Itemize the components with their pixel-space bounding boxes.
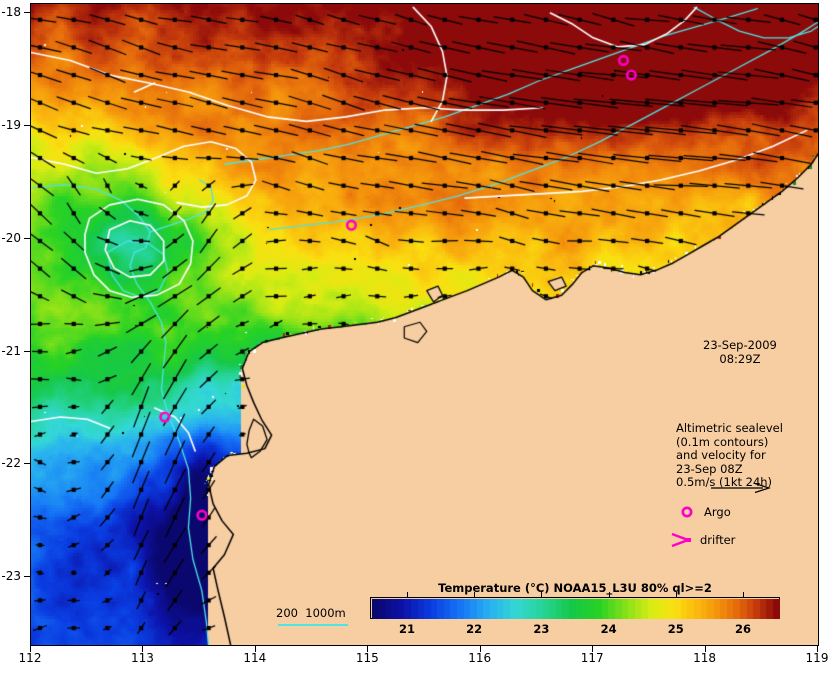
- drifter-chevron-icon: [671, 532, 692, 548]
- colorbar-tick-label-22: 22: [466, 622, 483, 636]
- y-tick-label--22: -22: [1, 456, 21, 471]
- colorbar-tick-label-21: 21: [398, 622, 415, 636]
- legend-line-4: 0.5m/s (1kt 24h): [676, 475, 773, 489]
- x-tick-label-118: 118: [693, 651, 717, 665]
- colorbar-gradient: [372, 599, 780, 619]
- x-tick-label-115: 115: [355, 651, 379, 665]
- x-tick: [30, 646, 31, 652]
- x-tick: [254, 646, 256, 652]
- drifter-legend-label: drifter: [700, 533, 736, 547]
- x-tick: [367, 646, 369, 652]
- bathymetry-legend-line: [278, 624, 348, 626]
- legend-line-2: and velocity for: [676, 448, 766, 462]
- y-tick-label--18: -18: [1, 5, 21, 20]
- x-tick: [592, 646, 594, 652]
- legend-line-1: (0.1m contours): [676, 434, 769, 449]
- colorbar-tick: [675, 592, 677, 597]
- colorbar-tick-label-26: 26: [735, 622, 752, 636]
- x-tick-label-119: 119: [805, 651, 829, 665]
- y-tick-label--21: -21: [1, 343, 21, 358]
- colorbar-tick: [608, 592, 610, 597]
- stamp-time: 08:29Z: [719, 352, 761, 366]
- y-tick: [24, 463, 30, 465]
- y-tick-label--19: -19: [1, 117, 21, 132]
- map-plot-area[interactable]: 23-Sep-2009 08:29Z Altimetric sealevel (0.…: [30, 3, 819, 646]
- x-tick-label-112: 112: [18, 651, 42, 665]
- x-tick-label-113: 113: [130, 651, 154, 665]
- x-tick: [704, 646, 706, 652]
- legend-line-3: 23-Sep 08Z: [676, 461, 743, 476]
- colorbar-tick: [474, 592, 476, 597]
- x-tick: [479, 646, 481, 652]
- velocity-vector-layer: [31, 4, 818, 645]
- colorbar-tick-label-24: 24: [600, 622, 617, 636]
- x-tick-label-116: 116: [468, 651, 492, 665]
- bathymetry-legend-label: 200 1000m: [276, 606, 346, 620]
- colorbar-tick: [541, 592, 543, 597]
- y-tick-label--23: -23: [1, 569, 21, 584]
- velocity-scale-arrow-icon: [711, 482, 771, 494]
- oceancurrent-map-page: 23-Sep-2009 08:29Z Altimetric sealevel (0.…: [1, 3, 840, 694]
- y-tick: [24, 124, 30, 126]
- colorbar-title: Temperature (°C) NOAA15_L3U 80% ql>=2: [438, 581, 712, 595]
- colorbar-tick-label-25: 25: [667, 622, 684, 636]
- colorbar-gradient-frame: [370, 597, 780, 619]
- y-tick: [24, 237, 30, 239]
- argo-legend-label: Argo: [704, 505, 731, 519]
- date-time-stamp: 23-Sep-2009 08:29Z: [703, 338, 777, 366]
- x-tick: [142, 646, 144, 652]
- legend-line-0: Altimetric sealevel: [676, 421, 783, 435]
- y-tick: [24, 350, 30, 352]
- x-tick-label-114: 114: [243, 651, 267, 665]
- colorbar-tick: [406, 592, 408, 597]
- argo-circle-icon: [681, 506, 693, 518]
- colorbar-tick-label-23: 23: [533, 622, 550, 636]
- y-tick: [24, 576, 30, 578]
- colorbar[interactable]: [370, 597, 780, 619]
- x-tick-label-117: 117: [580, 651, 604, 665]
- y-tick: [24, 12, 30, 14]
- x-tick: [817, 646, 818, 652]
- altimetry-legend-text: Altimetric sealevel (0.1m contours) and ve…: [676, 421, 783, 490]
- y-tick-label--20: -20: [1, 230, 21, 245]
- colorbar-tick: [743, 592, 745, 597]
- stamp-date: 23-Sep-2009: [703, 338, 777, 352]
